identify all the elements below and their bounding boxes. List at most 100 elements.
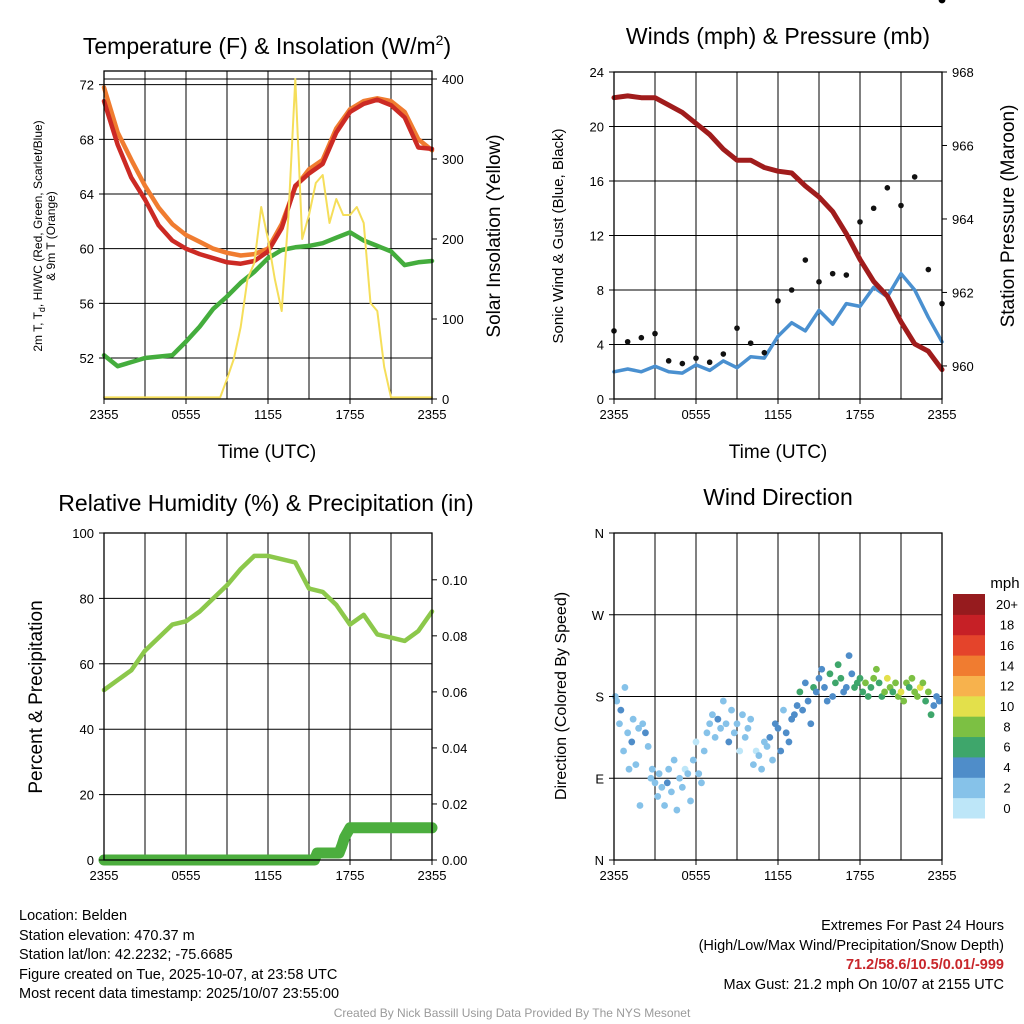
winds-panel: Winds (mph) & Pressure (mb) Time (UTC) S… xyxy=(550,23,1019,463)
direction-point xyxy=(700,747,708,755)
direction-point xyxy=(654,793,662,800)
direction-point xyxy=(728,706,735,714)
x-tick-label: 1755 xyxy=(846,407,875,422)
direction-point xyxy=(703,729,711,737)
direction-point xyxy=(642,729,649,737)
direction-point xyxy=(741,733,749,741)
gust-point xyxy=(638,334,645,341)
y2-tick-label: 964 xyxy=(952,212,974,227)
direction-point xyxy=(644,743,652,750)
y2-tick-label: 968 xyxy=(952,65,974,80)
gust-point xyxy=(747,340,754,346)
x-tick-label: 2355 xyxy=(600,868,629,883)
humidity-title: Relative Humidity (%) & Precipitation (i… xyxy=(58,490,473,516)
colorbar-swatch xyxy=(953,695,985,717)
direction-point xyxy=(719,697,727,705)
colorbar-swatch xyxy=(953,756,985,778)
y2-tick-label: 200 xyxy=(442,232,464,247)
y2-tick-label: 0.00 xyxy=(442,853,467,868)
direction-point xyxy=(747,715,755,723)
gust-point xyxy=(652,330,658,337)
direction-point xyxy=(758,765,765,773)
colorbar-label: 10 xyxy=(1000,699,1014,714)
x-tick-label: 1755 xyxy=(336,407,365,422)
extremes-values: 71.2/58.6/10.5/0.01/-999 xyxy=(845,957,1004,973)
temperature-xlabel: Time (UTC) xyxy=(218,442,317,463)
direction-point xyxy=(815,674,823,682)
direction-point xyxy=(922,697,929,705)
winds-title: Winds (mph) & Pressure (mb) xyxy=(626,23,930,49)
y-tick-label: 8 xyxy=(597,283,604,298)
direction-point xyxy=(673,806,681,814)
series-precipitation xyxy=(98,822,438,866)
colorbar-label: 2 xyxy=(1003,780,1010,795)
x-tick-label: 2355 xyxy=(90,868,119,883)
direction-point xyxy=(777,747,785,755)
gust-point xyxy=(665,358,672,364)
direction-point xyxy=(826,670,834,678)
direction-point xyxy=(639,720,647,728)
x-tick-label: 0555 xyxy=(682,407,711,422)
direction-point xyxy=(706,720,714,728)
gust-point xyxy=(816,279,822,285)
direction-point xyxy=(625,765,633,773)
direction-point xyxy=(670,756,678,764)
direction-point xyxy=(628,738,636,746)
direction-point xyxy=(658,783,666,791)
y-tick-label: 12 xyxy=(590,229,604,244)
gust-point xyxy=(925,266,932,273)
colorbar-swatch xyxy=(953,716,985,738)
direction-point xyxy=(717,724,724,732)
direction-point xyxy=(684,770,692,778)
y-tick-label: 80 xyxy=(80,591,94,606)
x-tick-label: 0555 xyxy=(172,407,201,422)
direction-point xyxy=(766,733,774,741)
y-tick-label: N xyxy=(595,526,604,541)
gust-point xyxy=(679,360,686,367)
max-gust-text: Max Gust: 21.2 mph On 10/07 at 2155 UTC xyxy=(723,976,1004,993)
direction-point xyxy=(687,797,694,805)
direction-point xyxy=(812,688,820,696)
direction-point xyxy=(635,724,642,732)
station-info: Location: Belden Station elevation: 470.… xyxy=(19,907,339,1005)
y-tick-label: 16 xyxy=(590,174,604,189)
gust-point xyxy=(693,355,699,361)
direction-point xyxy=(698,779,705,787)
y-tick-label: 52 xyxy=(80,351,94,366)
direction-point xyxy=(867,684,875,691)
direction-point xyxy=(905,684,913,691)
direction-point xyxy=(908,674,916,682)
direction-point xyxy=(873,665,880,673)
gust-point xyxy=(734,325,740,331)
direction-point xyxy=(914,693,921,700)
gust-point xyxy=(857,219,863,225)
plot-frame xyxy=(613,71,943,400)
plot-frame xyxy=(103,70,433,400)
y-tick-label: 60 xyxy=(80,657,94,672)
direction-point xyxy=(692,738,700,746)
x-tick-label: 1155 xyxy=(764,868,792,883)
y-tick-label: 4 xyxy=(597,338,604,353)
direction-point xyxy=(709,711,716,719)
direction-point xyxy=(711,733,719,741)
colorbar-swatch xyxy=(953,594,985,615)
x-tick-label: 2355 xyxy=(928,407,957,422)
direction-title: Wind Direction xyxy=(703,484,853,510)
y2-tick-label: 0.10 xyxy=(442,573,467,588)
direction-point xyxy=(665,765,673,773)
gust-point xyxy=(898,202,904,209)
direction-point xyxy=(848,670,856,678)
direction-point xyxy=(818,665,826,673)
y-tick-label: 56 xyxy=(80,296,94,311)
series-relative-humidity xyxy=(101,553,435,693)
direction-point xyxy=(935,697,943,705)
colorbar-swatch xyxy=(953,675,985,697)
colorbar-label: 0 xyxy=(1003,801,1010,816)
series-td-green- xyxy=(101,230,435,369)
winds-ylabel: Sonic Wind & Gust (Blue, Black) xyxy=(550,128,567,343)
colorbar-label: 16 xyxy=(1000,638,1014,653)
direction-point xyxy=(621,684,629,691)
latlon-text: Station lat/lon: 42.2232; -75.6685 xyxy=(19,947,233,963)
x-tick-label: 1155 xyxy=(254,407,282,422)
